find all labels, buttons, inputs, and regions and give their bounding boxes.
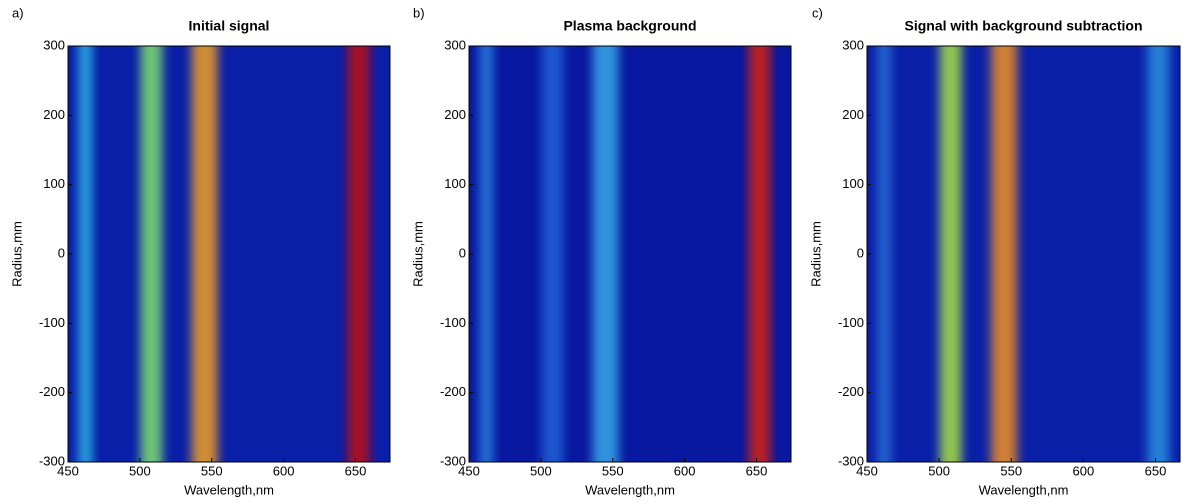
x-tick-label: 650 (1145, 463, 1167, 478)
y-axis-label: Radius,mm (808, 221, 823, 287)
y-tick-label: 100 (842, 176, 864, 191)
emission-band (191, 46, 218, 462)
y-tick-label: 300 (842, 37, 864, 52)
x-tick-label: 600 (273, 463, 295, 478)
y-tick-label: 100 (444, 176, 466, 191)
y-tick-label: 300 (444, 37, 466, 52)
emission-band (877, 46, 892, 462)
y-axis-label: Radius,mm (410, 221, 425, 287)
panel-label: c) (812, 5, 823, 20)
x-axis-label: Wavelength,nm (585, 482, 675, 497)
panel-label: a) (12, 5, 24, 20)
emission-band (991, 46, 1018, 462)
y-tick-label: -200 (39, 384, 65, 399)
emission-band (592, 46, 619, 462)
y-tick-label: -100 (39, 315, 65, 330)
y-tick-label: -200 (440, 384, 466, 399)
emission-band (1147, 46, 1170, 462)
chart-title: Signal with background subtraction (904, 18, 1142, 34)
plot-area (68, 46, 390, 462)
x-axis-label: Wavelength,nm (979, 482, 1069, 497)
y-tick-label: -300 (440, 453, 466, 468)
image-background (469, 46, 791, 462)
x-tick-label: 500 (530, 463, 552, 478)
emission-band (479, 46, 494, 462)
y-tick-label: 200 (43, 107, 65, 122)
y-tick-label: 0 (459, 245, 466, 260)
x-tick-label: 450 (57, 463, 79, 478)
x-tick-label: 500 (928, 463, 950, 478)
image-background (867, 46, 1180, 462)
image-background (68, 46, 390, 462)
plot-area (867, 46, 1180, 462)
x-tick-label: 600 (1073, 463, 1095, 478)
x-tick-label: 550 (602, 463, 624, 478)
x-tick-label: 450 (856, 463, 878, 478)
y-tick-label: -200 (838, 384, 864, 399)
x-tick-label: 450 (458, 463, 480, 478)
emission-band (78, 46, 93, 462)
x-tick-label: 600 (674, 463, 696, 478)
x-tick-label: 500 (129, 463, 151, 478)
emission-band (541, 46, 564, 462)
y-axis-label: Radius,mm (9, 221, 24, 287)
x-tick-label: 650 (746, 463, 768, 478)
y-tick-label: 300 (43, 37, 65, 52)
x-tick-label: 550 (201, 463, 223, 478)
panel-label: b) (413, 5, 425, 20)
y-tick-label: 100 (43, 176, 65, 191)
emission-band (140, 46, 163, 462)
chart-title: Plasma background (563, 18, 696, 34)
x-tick-label: 550 (1000, 463, 1022, 478)
emission-band (347, 46, 370, 462)
plot-area (469, 46, 791, 462)
emission-band (939, 46, 962, 462)
y-tick-label: -100 (838, 315, 864, 330)
y-tick-label: 0 (857, 245, 864, 260)
emission-band (748, 46, 771, 462)
y-tick-label: -100 (440, 315, 466, 330)
chart-title: Initial signal (189, 18, 270, 34)
y-tick-label: 200 (842, 107, 864, 122)
y-tick-label: -300 (39, 453, 65, 468)
y-tick-label: 200 (444, 107, 466, 122)
y-tick-label: -300 (838, 453, 864, 468)
x-axis-label: Wavelength,nm (184, 482, 274, 497)
x-tick-label: 650 (345, 463, 367, 478)
y-tick-label: 0 (58, 245, 65, 260)
